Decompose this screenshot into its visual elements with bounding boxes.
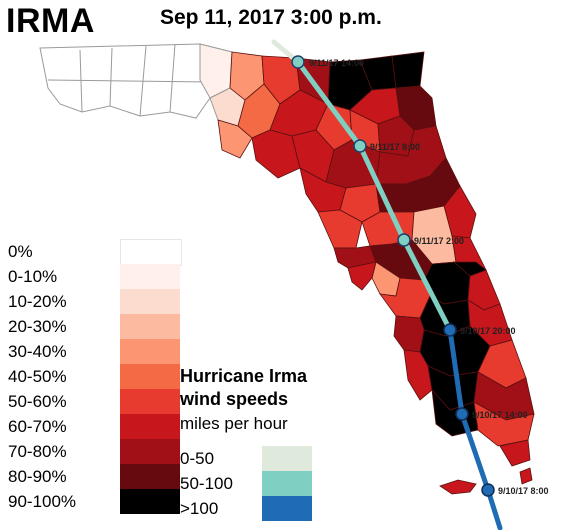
central-florida-region — [299, 157, 501, 311]
track-point-marker — [397, 233, 411, 247]
wind-legend-units: miles per hour — [180, 414, 288, 433]
legend-swatch — [120, 289, 180, 314]
track-point-marker — [481, 483, 495, 497]
legend-label: 20-30% — [8, 317, 67, 336]
track-point-label: 9/11/17 14:00 — [309, 58, 364, 68]
county-shape — [217, 119, 253, 159]
wind-legend-title-line1: Hurricane Irma — [180, 366, 308, 386]
wind-legend-label: 0-50 — [180, 449, 215, 468]
track-segment-over-100 — [447, 327, 503, 530]
track-point-label: 9/10/17 8:00 — [498, 486, 549, 496]
wind-legend-label: >100 — [180, 499, 219, 518]
legend-swatch — [120, 464, 180, 489]
legend-label: 0% — [8, 242, 33, 261]
legend-label: 50-60% — [8, 392, 67, 411]
north-florida-region — [217, 51, 447, 189]
track-point-label: 9/10/17 14:00 — [472, 410, 528, 420]
legend-label: 40-50% — [8, 367, 67, 386]
legend-label: 60-70% — [8, 417, 67, 436]
legend-swatch — [120, 439, 180, 464]
storm-name-title: IRMA — [6, 2, 95, 40]
legend-label: 0-10% — [8, 267, 58, 286]
wind-legend-swatch — [262, 471, 312, 496]
legend-swatch — [120, 489, 180, 514]
wind-legend-title: Hurricane Irma wind speeds — [180, 365, 307, 411]
legend-label: 30-40% — [8, 342, 67, 361]
wind-legend-swatch — [262, 496, 312, 521]
legend-swatch — [120, 314, 180, 339]
county-shape — [499, 439, 531, 467]
legend-swatch — [120, 414, 180, 439]
track-point-label: 9/10/17 20:00 — [460, 326, 516, 336]
track-point-marker — [455, 407, 469, 421]
county-shape — [439, 479, 477, 495]
legend-swatch — [120, 364, 180, 389]
legend-label: 70-80% — [8, 442, 67, 461]
track-point-label: 9/11/17 8:00 — [370, 142, 420, 152]
track-point-marker — [443, 323, 457, 337]
county-shape — [519, 467, 533, 485]
legend-swatch — [120, 239, 182, 266]
wind-legend-title-line2: wind speeds — [180, 389, 289, 409]
track-point-label: 9/11/17 2:00 — [414, 236, 464, 246]
legend-label: 90-100% — [8, 492, 77, 511]
legend-swatch — [120, 339, 180, 364]
track-segment-50-100 — [295, 59, 453, 333]
legend-label: 10-20% — [8, 292, 67, 311]
panhandle-region — [39, 43, 246, 127]
county-shape — [47, 79, 211, 83]
legend-label: 80-90% — [8, 467, 67, 486]
county-shape — [317, 209, 363, 249]
wind-legend-swatch — [262, 446, 312, 471]
map-timestamp: Sep 11, 2017 3:00 p.m. — [160, 6, 382, 29]
county-shape — [109, 47, 113, 107]
county-shape — [393, 315, 425, 353]
county-shape — [347, 261, 377, 291]
county-shape — [169, 43, 176, 113]
county-shape — [391, 51, 425, 89]
legend-swatch — [120, 389, 180, 414]
track-point-marker — [353, 139, 367, 153]
county-shape — [79, 49, 83, 113]
hurricane-track: 9/11/17 14:00 9/11/17 8:00 9/11/17 2:00 … — [271, 39, 549, 530]
county-shape — [452, 261, 487, 277]
track-point-marker — [291, 55, 305, 69]
legend-swatch — [120, 264, 180, 289]
wind-legend-label: 50-100 — [180, 474, 233, 493]
